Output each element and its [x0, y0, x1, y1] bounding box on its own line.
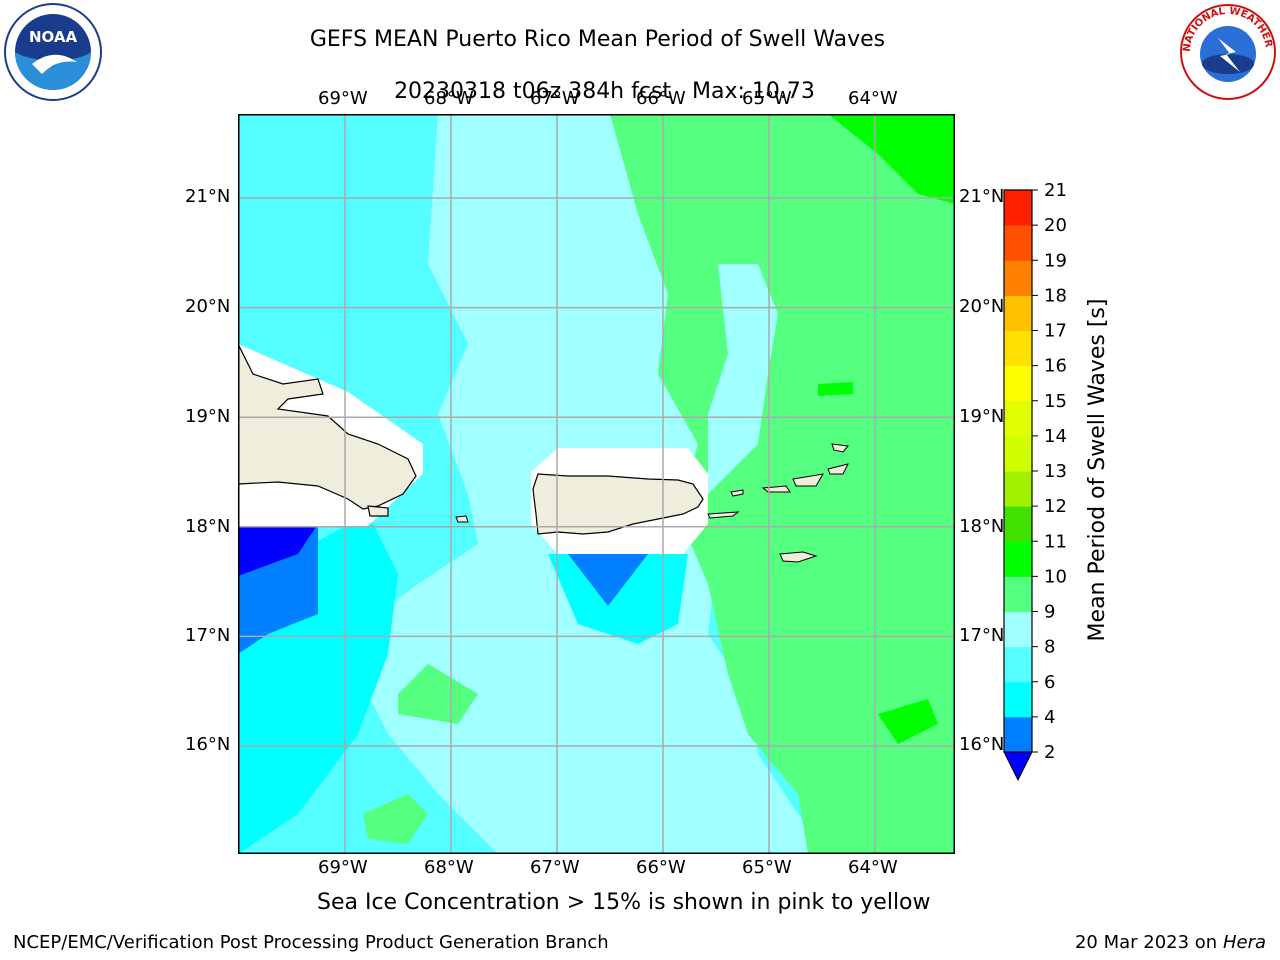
colorbar-swatch-3	[1004, 611, 1032, 648]
contour-10-11-mid	[818, 382, 853, 396]
colorbar-swatch-15	[1004, 190, 1032, 226]
map-frame	[238, 114, 955, 854]
lon-tick-bottom-1: 68°W	[424, 857, 474, 878]
colorbar-swatch-5	[1004, 541, 1032, 577]
lon-tick-top-1: 68°W	[424, 88, 474, 109]
lat-tick-left-1: 20°N	[185, 296, 231, 317]
credit-host: Hera	[1222, 932, 1266, 953]
noaa-logo: NOAA	[2, 2, 104, 102]
colorbar-tick-4: 17	[1044, 321, 1067, 342]
colorbar-tick-0: 21	[1044, 180, 1067, 201]
lon-tick-bottom-2: 67°W	[530, 857, 580, 878]
colorbar-swatch-11	[1004, 330, 1032, 367]
land-vieques	[707, 511, 740, 519]
colorbar-swatch-0	[1004, 716, 1032, 753]
lon-tick-bottom-4: 65°W	[742, 857, 792, 878]
colorbar-swatch-14	[1004, 225, 1032, 261]
land-culebra	[730, 489, 744, 497]
land-puerto-rico	[532, 473, 704, 535]
colorbar-tick-1: 20	[1044, 215, 1067, 236]
graticule	[238, 114, 955, 854]
colorbar-tick-13: 8	[1044, 637, 1055, 658]
lon-tick-top-3: 66°W	[636, 88, 686, 109]
contour-8-9-east-band	[708, 264, 778, 494]
colorbar-swatch-6	[1004, 506, 1032, 542]
colorbar-label: Mean Period of Swell Waves [s]	[1085, 298, 1110, 642]
map-panel	[237, 114, 955, 854]
lat-tick-left-4: 17°N	[185, 625, 231, 646]
lat-tick-right-0: 21°N	[959, 186, 1005, 207]
land-mona	[455, 515, 469, 523]
contour-2-4-south-pr	[568, 554, 648, 606]
colorbar-swatch-10	[1004, 365, 1032, 402]
land-anguilla	[831, 443, 849, 453]
colorbar-tick-11: 10	[1044, 566, 1067, 587]
contour-4-6-south-pr	[548, 554, 688, 644]
lon-tick-bottom-5: 64°W	[848, 857, 898, 878]
contour-10-11-ne	[828, 114, 955, 204]
land-virgin-islands	[761, 463, 849, 493]
colorbar-swatch-12	[1004, 295, 1032, 331]
lon-tick-top-4: 65°W	[742, 88, 792, 109]
lat-tick-right-4: 17°N	[959, 625, 1005, 646]
lon-tick-top-2: 67°W	[530, 88, 580, 109]
contour-10-11-se	[878, 699, 938, 744]
lon-tick-bottom-0: 69°W	[318, 857, 368, 878]
colorbar-swatch-2	[1004, 646, 1032, 683]
colorbar-swatch-13	[1004, 260, 1032, 296]
nws-logo: NATIONAL WEATHER SERVICE	[1174, 0, 1278, 100]
colorbar-tick-16: 2	[1044, 742, 1055, 763]
colorbar-tick-6: 15	[1044, 391, 1067, 412]
chart-title-line1: GEFS MEAN Puerto Rico Mean Period of Swe…	[309, 27, 886, 52]
colorbar: 21 20 19 18 17 16 15 14 13 12 11 10 9 8 6 4 2	[990, 180, 1090, 790]
colorbar-tick-8: 13	[1044, 461, 1067, 482]
colorbar-tick-14: 6	[1044, 672, 1055, 693]
colorbar-tick-15: 4	[1044, 707, 1055, 728]
chart-title-line2: 20230318 t06z 384h fcst Max: 10.73	[240, 54, 955, 104]
lat-tick-left-5: 16°N	[185, 734, 231, 755]
colorbar-tick-10: 11	[1044, 531, 1067, 552]
colorbar-tick-3: 18	[1044, 285, 1067, 306]
contour-9-10-sw	[398, 664, 478, 724]
colorbar-swatch-8	[1004, 435, 1032, 472]
contour-9-10-s	[363, 794, 428, 844]
colorbar-tick-12: 9	[1044, 602, 1055, 623]
lat-tick-right-1: 20°N	[959, 296, 1005, 317]
credit-date: 20 Mar 2023 on	[1074, 932, 1218, 953]
forecast-cycle: 20230318 t06z 384h fcst	[394, 79, 672, 104]
noaa-logo-text: NOAA	[29, 28, 78, 46]
colorbar-swatch-7	[1004, 471, 1032, 507]
colorbar-swatch-1	[1004, 681, 1032, 718]
lon-tick-top-5: 64°W	[848, 88, 898, 109]
lon-tick-top-0: 69°W	[318, 88, 368, 109]
lat-tick-left-2: 19°N	[185, 406, 231, 427]
contour-9-10-east	[610, 114, 955, 854]
credit-right: 20 Mar 2023 on Hera	[1075, 932, 1266, 953]
sea-ice-footnote: Sea Ice Concentration > 15% is shown in …	[317, 890, 931, 915]
land-st-croix	[779, 551, 818, 563]
lon-tick-bottom-3: 66°W	[636, 857, 686, 878]
colorbar-tick-7: 14	[1044, 426, 1067, 447]
lat-tick-left-0: 21°N	[185, 186, 231, 207]
lat-tick-right-3: 18°N	[959, 516, 1005, 537]
colorbar-tick-9: 12	[1044, 496, 1067, 517]
colorbar-swatch-4	[1004, 576, 1032, 612]
credit-left: NCEP/EMC/Verification Post Processing Pr…	[13, 932, 609, 953]
lat-tick-right-2: 19°N	[959, 406, 1005, 427]
land-hispaniola-tip	[367, 505, 389, 517]
colorbar-tick-5: 16	[1044, 356, 1067, 377]
lat-tick-right-5: 16°N	[959, 734, 1005, 755]
max-value: Max: 10.73	[692, 79, 815, 104]
colorbar-swatch-9	[1004, 400, 1032, 437]
colorbar-tick-2: 19	[1044, 250, 1067, 271]
lat-tick-left-3: 18°N	[185, 516, 231, 537]
land-hispaniola	[237, 343, 417, 510]
colorbar-extend-low	[1003, 751, 1033, 782]
